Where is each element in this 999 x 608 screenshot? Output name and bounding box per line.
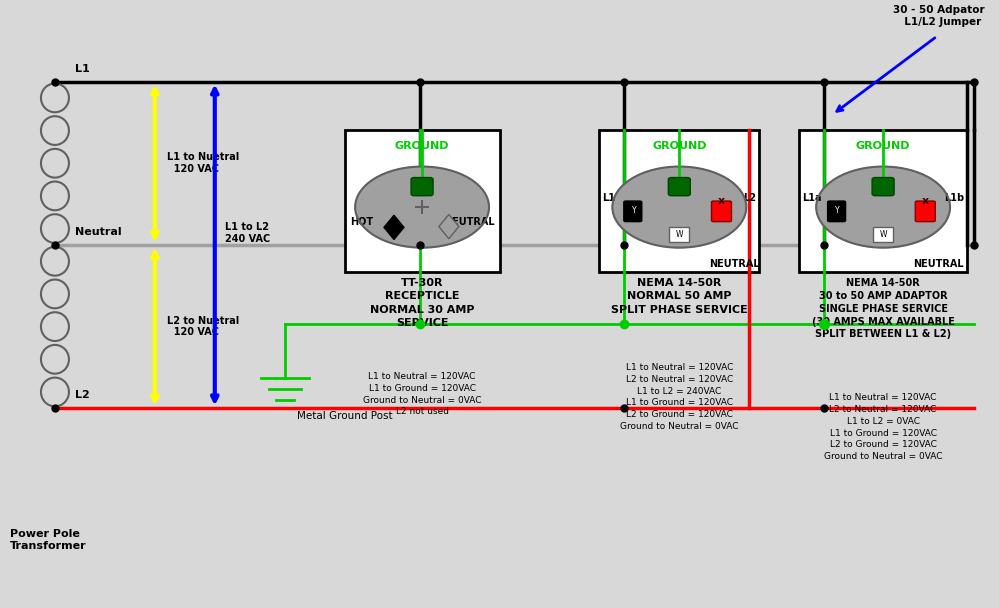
- Text: Metal Ground Post: Metal Ground Post: [297, 412, 393, 421]
- Text: L1a: L1a: [802, 193, 822, 203]
- Text: NEUTRAL: NEUTRAL: [444, 217, 495, 227]
- Text: NEMA 14-50R
30 to 50 AMP ADAPTOR
SINGLE PHASE SERVICE
(30 AMPS MAX AVAILABLE
SPL: NEMA 14-50R 30 to 50 AMP ADAPTOR SINGLE …: [811, 278, 955, 339]
- Text: L1: L1: [75, 64, 90, 74]
- FancyBboxPatch shape: [412, 178, 434, 196]
- Bar: [345, 130, 500, 272]
- FancyBboxPatch shape: [872, 178, 894, 196]
- Text: NEUTRAL: NEUTRAL: [913, 259, 964, 269]
- Text: L1 to Nuetral
  120 VAC: L1 to Nuetral 120 VAC: [167, 153, 239, 174]
- Text: x: x: [922, 196, 929, 206]
- Text: L1 to Neutral = 120VAC
L1 to Ground = 120VAC
Ground to Neutral = 0VAC
L2 not use: L1 to Neutral = 120VAC L1 to Ground = 12…: [363, 372, 482, 416]
- Text: Y: Y: [835, 206, 840, 215]
- Circle shape: [816, 167, 950, 247]
- Text: 30 - 50 Adpator
  L1/L2 Jumper: 30 - 50 Adpator L1/L2 Jumper: [893, 5, 985, 27]
- Text: L1b: L1b: [944, 193, 964, 203]
- Text: Power Pole
Transformer: Power Pole Transformer: [10, 530, 87, 551]
- Bar: [599, 130, 759, 272]
- Circle shape: [356, 167, 490, 247]
- Text: TT-30R
RECEPTICLE
NORMAL 30 AMP
SERVICE: TT-30R RECEPTICLE NORMAL 30 AMP SERVICE: [370, 278, 475, 328]
- Text: W: W: [675, 230, 683, 239]
- Text: HOT: HOT: [350, 217, 373, 227]
- Text: L1 to Neutral = 120VAC
L2 to Neutral = 120VAC
L1 to L2 = 240VAC
L1 to Ground = 1: L1 to Neutral = 120VAC L2 to Neutral = 1…: [620, 363, 738, 431]
- FancyBboxPatch shape: [827, 201, 845, 222]
- Text: L2: L2: [743, 193, 756, 203]
- Text: L2 to Nuetral
  120 VAC: L2 to Nuetral 120 VAC: [167, 316, 239, 337]
- Circle shape: [612, 167, 746, 247]
- Text: GROUND: GROUND: [856, 141, 910, 151]
- Text: Neutral: Neutral: [75, 227, 122, 237]
- FancyBboxPatch shape: [668, 178, 690, 196]
- FancyBboxPatch shape: [623, 201, 641, 222]
- Text: x: x: [718, 196, 725, 206]
- Text: L1 to L2
240 VAC: L1 to L2 240 VAC: [225, 222, 270, 244]
- Text: L1: L1: [602, 193, 615, 203]
- Text: NEMA 14-50R
NORMAL 50 AMP
SPLIT PHASE SERVICE: NEMA 14-50R NORMAL 50 AMP SPLIT PHASE SE…: [611, 278, 747, 314]
- Text: NEUTRAL: NEUTRAL: [709, 259, 760, 269]
- Polygon shape: [384, 215, 404, 240]
- Text: L2: L2: [75, 390, 90, 401]
- FancyBboxPatch shape: [915, 201, 935, 222]
- Bar: [873, 227, 893, 243]
- Text: L1 to Neutral = 120VAC
L2 to Neutral = 120VAC
L1 to L2 = 0VAC
L1 to Ground = 120: L1 to Neutral = 120VAC L2 to Neutral = 1…: [824, 393, 942, 461]
- Text: W: W: [879, 230, 887, 239]
- Polygon shape: [439, 215, 459, 239]
- Text: GROUND: GROUND: [652, 141, 706, 151]
- FancyBboxPatch shape: [711, 201, 731, 222]
- Bar: [799, 130, 967, 272]
- Bar: [669, 227, 689, 243]
- Text: GROUND: GROUND: [395, 141, 450, 151]
- Text: Y: Y: [631, 206, 636, 215]
